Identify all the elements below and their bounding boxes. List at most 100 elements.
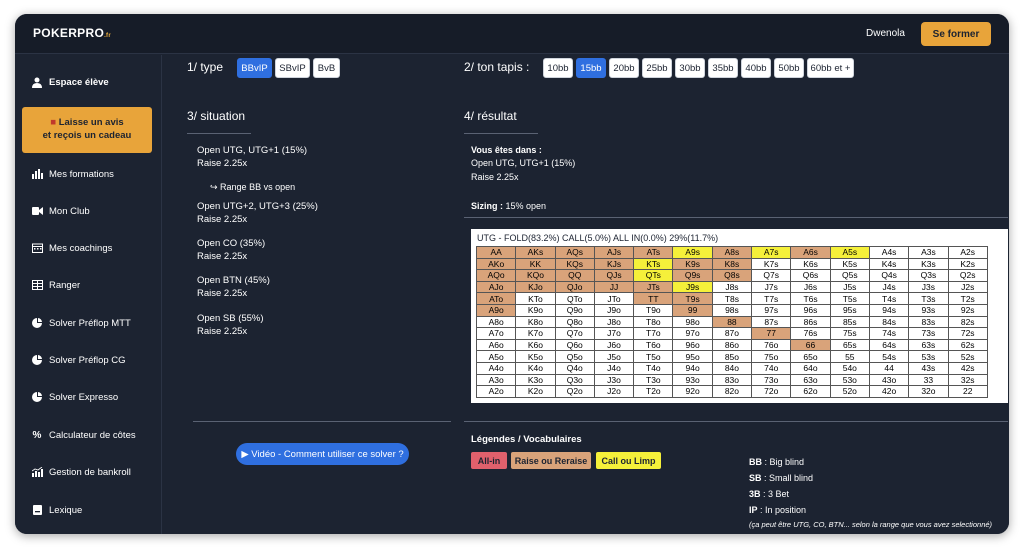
range-cell-JTs: JTs (633, 280, 674, 294)
range-cell-Q5s: Q5s (829, 269, 870, 282)
range-cell-K7o: K7o (515, 327, 556, 340)
range-cell-T8o: T8o (633, 315, 674, 329)
se-former-button[interactable]: Se former (921, 22, 991, 46)
logo[interactable]: POKERPRO.fr (33, 26, 111, 40)
range-cell-T5o: T5o (633, 350, 674, 363)
range-cell-Q6o: Q6o (554, 338, 595, 352)
sidebar-item-solver-expresso[interactable]: Solver Expresso (31, 388, 118, 406)
sidebar-item-mes-formations[interactable]: Mes formations (31, 165, 114, 183)
situation-option-utg2[interactable]: Open UTG+2, UTG+3 (25%) Raise 2.25x (197, 201, 318, 225)
range-cell-76s: 76s (790, 327, 831, 340)
range-cell-Q2o: Q2o (554, 385, 595, 398)
range-cell-AQs: AQs (554, 246, 595, 259)
stack-option-30bb[interactable]: 30bb (675, 58, 705, 78)
sidebar-item-gestion-de-bankroll[interactable]: Gestion de bankroll (31, 463, 131, 481)
range-cell-J5o: J5o (593, 350, 635, 363)
sidebar-item-solver-preflop-cg[interactable]: Solver Préflop CG (31, 351, 126, 369)
range-cell-74s: 74s (868, 327, 910, 340)
sidebar-item-lexique[interactable]: Lexique (31, 501, 82, 519)
range-cell-92o: 92o (672, 385, 713, 398)
range-cell-A8s: A8s (711, 246, 753, 259)
range-cell-54s: 54s (868, 350, 910, 363)
sidebar-item-espace-eleve[interactable]: Espace élève (31, 73, 109, 91)
range-cell-83s: 83s (908, 315, 949, 329)
range-cell-85s: 85s (829, 315, 870, 329)
range-cell-J2o: J2o (593, 385, 635, 398)
vocab-bb: BB : Big blind (749, 457, 805, 467)
type-option-sbvip[interactable]: SBvIP (275, 58, 310, 78)
range-cell-Q3s: Q3s (908, 269, 949, 282)
result-heading: 4/ résultat (464, 109, 517, 123)
range-cell-95o: 95o (672, 350, 713, 363)
range-cell-88: 88 (711, 315, 753, 329)
range-cell-A7o: A7o (475, 327, 517, 340)
vous-etes-label: Vous êtes dans : (471, 145, 542, 155)
range-cell-KQo: KQo (515, 269, 556, 282)
user-icon (31, 76, 43, 88)
video-tutorial-button[interactable]: ▶ Vidéo - Comment utiliser ce solver ? (236, 443, 409, 465)
range-cell-Q7o: Q7o (554, 327, 595, 340)
stack-option-40bb[interactable]: 40bb (741, 58, 771, 78)
range-cell-AKo: AKo (475, 257, 517, 271)
range-cell-T2s: T2s (947, 292, 988, 305)
sidebar-item-calculateur-de-cotes[interactable]: % Calculateur de côtes (32, 429, 136, 441)
promo-review-button[interactable]: ■ Laisse un avis et reçois un cadeau (22, 107, 152, 153)
range-grid-title: UTG - FOLD(83.2%) CALL(5.0%) ALL IN(0.0%… (477, 233, 719, 243)
range-cell-QJs: QJs (593, 269, 635, 282)
user-name[interactable]: Dwenola (866, 28, 905, 39)
range-cell-63s: 63s (908, 338, 949, 352)
range-cell-92s: 92s (947, 303, 988, 317)
range-cell-J3o: J3o (593, 373, 635, 387)
range-cell-85o: 85o (711, 350, 753, 363)
range-cell-94s: 94s (868, 303, 910, 317)
app-window: POKERPRO.fr Dwenola Se former Espace élè… (15, 14, 1009, 534)
situation-divider (187, 133, 251, 134)
situation-option-btn[interactable]: Open BTN (45%) Raise 2.25x (197, 275, 270, 299)
range-cell-99: 99 (672, 303, 713, 317)
stack-option-15bb[interactable]: 15bb (576, 58, 606, 78)
range-cell-K9o: K9o (515, 303, 556, 317)
stack-option-50bb[interactable]: 50bb (774, 58, 804, 78)
range-cell-K5s: K5s (829, 257, 870, 271)
range-cell-QTs: QTs (633, 269, 674, 282)
range-cell-98o: 98o (672, 315, 713, 329)
range-cell-J5s: J5s (829, 280, 870, 294)
situation-option-utg[interactable]: Open UTG, UTG+1 (15%) Raise 2.25x (197, 145, 308, 169)
type-option-bvb[interactable]: BvB (313, 58, 340, 78)
range-cell-65o: 65o (790, 350, 831, 363)
stack-option-20bb[interactable]: 20bb (609, 58, 639, 78)
stack-option-35bb[interactable]: 35bb (708, 58, 738, 78)
range-cell-Q9s: Q9s (672, 269, 713, 282)
range-cell-65s: 65s (829, 338, 870, 352)
legend-badge-allin: All-in (471, 452, 507, 469)
range-cell-84o: 84o (711, 361, 753, 375)
type-option-bbvip[interactable]: BBvIP (237, 58, 272, 78)
sidebar-item-solver-preflop-mtt[interactable]: Solver Préflop MTT (31, 314, 131, 332)
range-row: A2o K2o Q2o J2o T2o 92o 82o 72o 62o 52o 42o 32o 22 (475, 385, 988, 398)
sidebar-item-mon-club[interactable]: Mon Club (31, 202, 90, 220)
camera-icon (31, 205, 43, 217)
sidebar-item-ranger[interactable]: Ranger (31, 276, 80, 294)
stack-option-60bb-plus[interactable]: 60bb et + (807, 58, 854, 78)
range-row: A6o K6o Q6o J6o T6o 96o 86o 76o 66 65s 64s 63s 62s (475, 338, 988, 352)
stack-option-25bb[interactable]: 25bb (642, 58, 672, 78)
range-cell-42o: 42o (868, 385, 910, 398)
range-cell-J8o: J8o (593, 315, 635, 329)
sizing-text: Sizing : 15% open (471, 201, 547, 211)
range-cell-33: 33 (908, 373, 949, 387)
stack-option-10bb[interactable]: 10bb (543, 58, 573, 78)
range-row: AJo KJo QJo JJ JTs J9s J8s J7s J6s J5s J4s J3s J2s (475, 280, 988, 294)
range-bb-vs-open-link[interactable]: ↪ Range BB vs open (210, 182, 296, 192)
range-cell-62s: 62s (947, 338, 988, 352)
vocab-3b: 3B : 3 Bet (749, 489, 790, 499)
range-cell-T3s: T3s (908, 292, 949, 305)
situation-option-co[interactable]: Open CO (35%) Raise 2.25x (197, 238, 266, 262)
vocab-note: (ça peut être UTG, CO, BTN... selon la r… (749, 520, 993, 529)
range-cell-Q5o: Q5o (554, 350, 595, 363)
sidebar-item-mes-coachings[interactable]: Mes coachings (31, 239, 112, 257)
range-cell-A7s: A7s (751, 246, 792, 259)
range-cell-32o: 32o (908, 385, 949, 398)
range-cell-ATs: ATs (633, 246, 674, 259)
range-cell-A6s: A6s (790, 246, 831, 259)
situation-option-sb[interactable]: Open SB (55%) Raise 2.25x (197, 313, 264, 337)
